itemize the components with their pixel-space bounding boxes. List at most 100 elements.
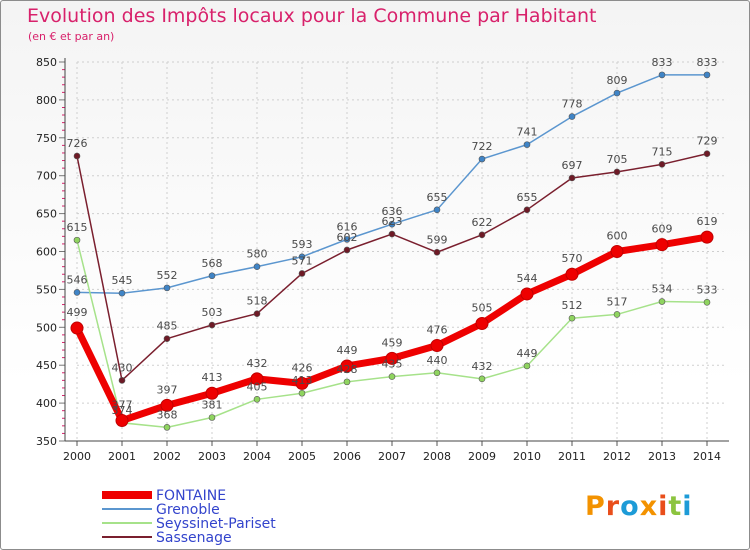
point-seyssinet-pariset [433, 369, 441, 377]
point-seyssinet-pariset [658, 298, 666, 305]
point-fontaine [295, 376, 309, 390]
point-grenoble [658, 71, 666, 79]
legend-label-fontaine: FONTAINE [156, 488, 226, 504]
point-seyssinet-pariset [703, 298, 711, 306]
x-tick-label: 2000 [63, 450, 91, 463]
data-label-seyssinet-pariset: 368 [157, 408, 178, 421]
point-grenoble [298, 253, 306, 261]
point-fontaine [430, 338, 444, 352]
point-grenoble [208, 272, 216, 280]
y-tick-label: 750 [36, 132, 57, 145]
point-seyssinet-pariset [253, 396, 261, 403]
data-label-grenoble: 741 [517, 126, 538, 139]
data-label-sassenage: 518 [247, 295, 268, 308]
data-label-sassenage: 599 [427, 233, 448, 246]
point-fontaine [655, 238, 669, 252]
point-fontaine [565, 267, 579, 281]
point-fontaine [520, 287, 534, 301]
data-label-seyssinet-pariset: 413 [292, 374, 313, 387]
data-label-grenoble: 809 [607, 74, 628, 87]
point-sassenage [298, 270, 306, 277]
legend: FONTAINEGrenobleSeyssinet-ParisetSassena… [102, 488, 276, 546]
y-tick-label: 350 [36, 435, 57, 448]
data-label-fontaine: 476 [427, 323, 448, 336]
data-label-seyssinet-pariset: 534 [652, 283, 673, 296]
y-tick-label: 800 [36, 94, 57, 107]
x-tick-label: 2009 [468, 450, 496, 463]
axis-layer: 2000 2001 2002 2003 2004 2005 2006 2007 2008 2009… [36, 56, 729, 463]
point-sassenage [433, 248, 441, 256]
data-label-seyssinet-pariset: 512 [562, 299, 583, 312]
point-fontaine [475, 317, 489, 331]
point-seyssinet-pariset [568, 314, 576, 322]
data-label-sassenage: 430 [112, 361, 133, 374]
data-label-sassenage: 622 [472, 216, 493, 229]
point-sassenage [118, 377, 126, 384]
point-seyssinet-pariset [523, 362, 531, 370]
point-fontaine [610, 245, 624, 258]
point-sassenage [388, 230, 396, 238]
x-tick-label: 2008 [423, 450, 451, 463]
data-label-sassenage: 697 [562, 159, 583, 172]
data-label-grenoble: 616 [337, 220, 358, 233]
data-label-fontaine: 449 [337, 344, 358, 357]
y-tick-label: 400 [36, 397, 57, 410]
point-seyssinet-pariset [298, 389, 306, 397]
point-seyssinet-pariset [343, 378, 351, 386]
data-label-fontaine: 505 [472, 302, 493, 315]
data-label-sassenage: 503 [202, 306, 223, 319]
legend-label-grenoble: Grenoble [156, 502, 220, 518]
point-grenoble [118, 289, 126, 297]
x-tick-label: 2006 [333, 450, 361, 463]
data-label-seyssinet-pariset: 435 [382, 358, 403, 371]
data-label-sassenage: 571 [292, 254, 313, 267]
data-label-grenoble: 833 [697, 56, 718, 69]
data-label-fontaine: 544 [517, 272, 538, 285]
x-tick-label: 2007 [378, 450, 406, 463]
data-label-layer: 546 545 552 568 580 593 616 636 655 722 741 778 809 8… [67, 56, 718, 421]
point-grenoble [73, 289, 81, 296]
point-sassenage [343, 246, 351, 254]
y-tick-label: 850 [36, 56, 57, 69]
data-label-grenoble: 636 [382, 205, 403, 218]
point-sassenage [703, 150, 711, 158]
point-fontaine [205, 386, 219, 400]
data-label-grenoble: 593 [292, 238, 313, 251]
data-label-sassenage: 715 [652, 145, 673, 158]
data-label-seyssinet-pariset: 449 [517, 347, 538, 360]
y-tick-label: 450 [36, 359, 57, 372]
point-fontaine [700, 230, 714, 244]
point-fontaine [250, 372, 264, 386]
data-label-fontaine: 426 [292, 361, 313, 374]
point-grenoble [478, 155, 486, 163]
y-tick-label: 700 [36, 170, 57, 183]
data-label-grenoble: 778 [562, 98, 583, 111]
point-grenoble [613, 89, 621, 97]
point-sassenage [613, 168, 621, 176]
point-grenoble [253, 263, 261, 270]
legend-label-sassenage: Sassenage [156, 530, 232, 546]
point-sassenage [568, 174, 576, 182]
chart-title: Evolution des Impôts locaux pour la Comm… [27, 5, 597, 27]
logo-letter: o [620, 491, 640, 522]
point-grenoble [523, 141, 531, 148]
data-label-seyssinet-pariset: 432 [472, 360, 493, 373]
legend-label-seyssinet-pariset: Seyssinet-Pariset [156, 516, 276, 532]
data-label-seyssinet-pariset: 517 [607, 295, 628, 308]
data-label-sassenage: 705 [607, 153, 628, 166]
x-tick-label: 2012 [603, 450, 631, 463]
logo-letter: x [639, 491, 659, 522]
data-label-sassenage: 726 [67, 137, 88, 150]
point-fontaine [115, 414, 129, 428]
x-tick-label: 2001 [108, 450, 136, 463]
x-tick-label: 2010 [513, 450, 541, 463]
point-seyssinet-pariset [388, 373, 396, 380]
x-tick-label: 2004 [243, 450, 271, 463]
x-tick-label: 2013 [648, 450, 676, 463]
data-label-grenoble: 545 [112, 274, 133, 287]
point-grenoble [343, 236, 351, 243]
data-label-fontaine: 432 [247, 357, 268, 370]
logo-letter: i [682, 491, 693, 522]
data-label-fontaine: 377 [112, 399, 133, 412]
